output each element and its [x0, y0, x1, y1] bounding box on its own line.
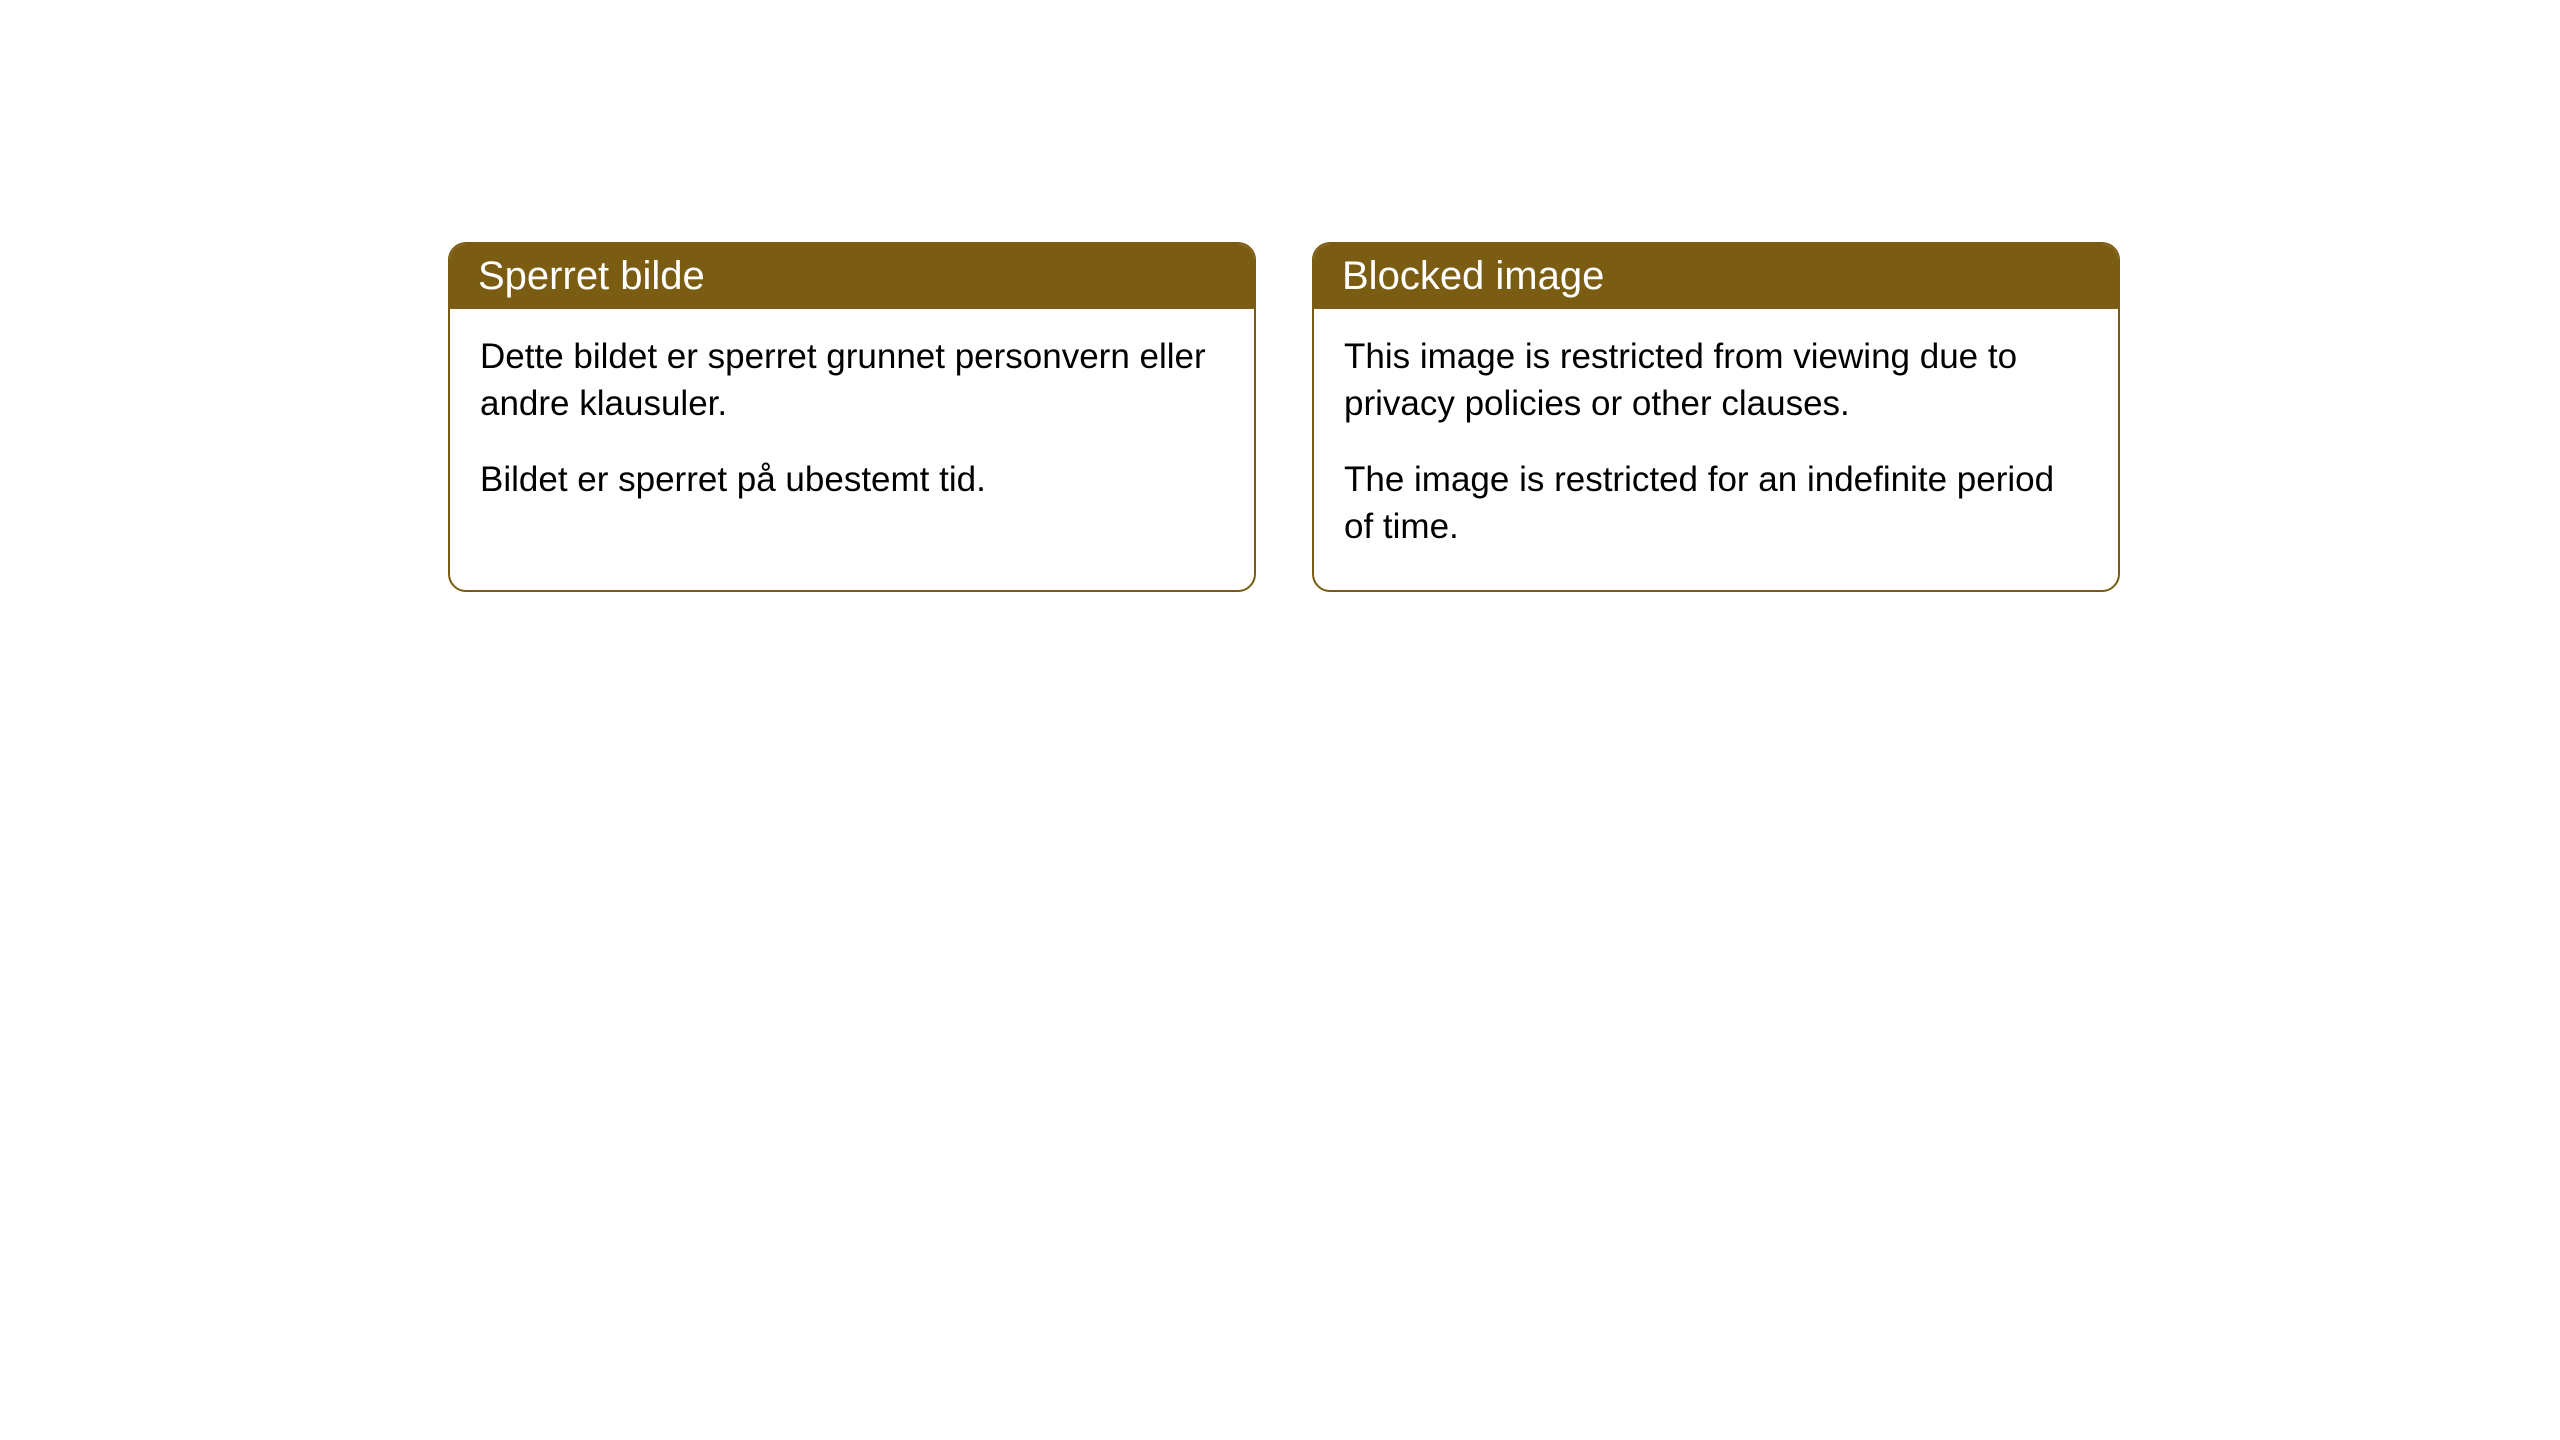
notice-card-norwegian: Sperret bilde Dette bildet er sperret gr…	[448, 242, 1256, 592]
card-paragraph: Dette bildet er sperret grunnet personve…	[480, 333, 1224, 428]
card-header: Blocked image	[1314, 244, 2118, 309]
card-body: Dette bildet er sperret grunnet personve…	[450, 309, 1254, 543]
card-body: This image is restricted from viewing du…	[1314, 309, 2118, 590]
card-header: Sperret bilde	[450, 244, 1254, 309]
card-paragraph: Bildet er sperret på ubestemt tid.	[480, 456, 1224, 503]
notice-card-english: Blocked image This image is restricted f…	[1312, 242, 2120, 592]
card-title: Sperret bilde	[478, 254, 705, 298]
notice-container: Sperret bilde Dette bildet er sperret gr…	[448, 242, 2120, 592]
card-paragraph: The image is restricted for an indefinit…	[1344, 456, 2088, 551]
card-title: Blocked image	[1342, 254, 1604, 298]
card-paragraph: This image is restricted from viewing du…	[1344, 333, 2088, 428]
